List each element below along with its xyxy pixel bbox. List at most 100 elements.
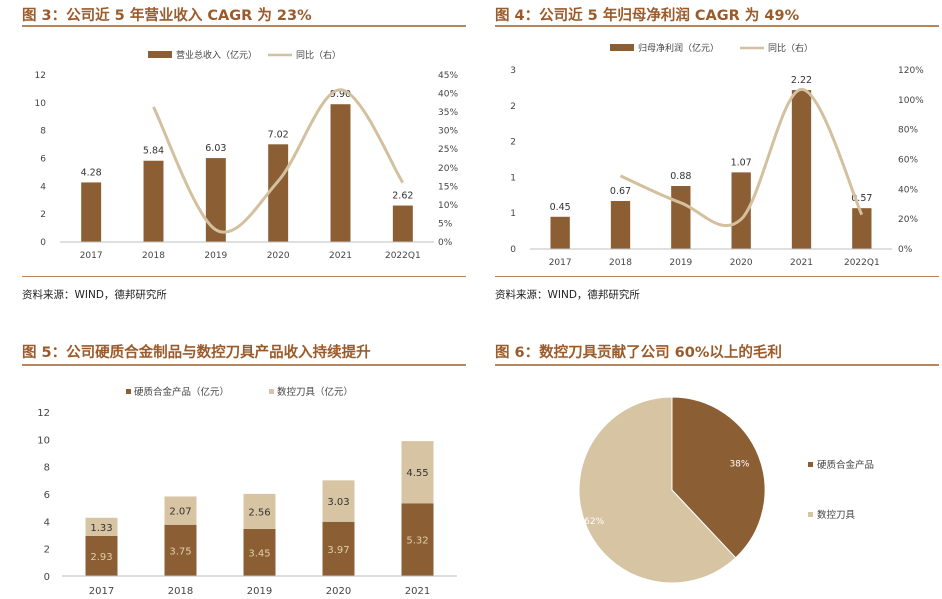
fig3-bar (268, 144, 289, 242)
fig3-bar-label: 7.02 (268, 129, 289, 140)
fig5-value-label-carbide: 3.97 (327, 545, 349, 556)
fig5-value-label-cnc-tools: 1.33 (90, 523, 112, 534)
fig4-y2-tick-label: 80% (898, 126, 918, 136)
fig5-value-label-cnc-tools: 4.55 (406, 468, 428, 479)
fig4-y2-tick-label: 60% (898, 156, 918, 166)
fig5-y-tick-label: 4 (44, 517, 50, 528)
figure-3-title-rule (22, 25, 466, 27)
fig3-legend-label-line: 同比（右） (296, 49, 341, 61)
fig6-legend-swatch (808, 462, 813, 467)
fig4-x-tick-label: 2022Q1 (844, 258, 880, 268)
fig3-y-tick-label: 10 (35, 99, 47, 109)
fig3-y2-tick-label: 45% (438, 71, 458, 81)
figure-3-bottom-rule (22, 276, 466, 277)
fig4-bar-label: 0.57 (851, 193, 872, 204)
fig3-bar (205, 158, 226, 242)
fig5-bar-carbide (401, 503, 434, 576)
fig4-bar-label: 0.88 (670, 171, 691, 182)
fig5-y-tick-label: 2 (44, 545, 50, 556)
fig5-value-label-cnc-tools: 2.56 (248, 507, 270, 518)
figure-3-source: 资料来源：WIND，德邦研究所 (22, 289, 167, 301)
fig4-x-tick-label: 2020 (730, 258, 753, 268)
fig3-y-tick-label: 4 (40, 182, 46, 192)
fig3-y2-tick-label: 40% (438, 90, 458, 100)
fig5-bar-cnc-tools (243, 493, 276, 529)
fig4-y-tick-label: 1 (510, 209, 516, 219)
fig4-bar (671, 185, 691, 249)
fig6-legend-label: 硬质合金产品 (817, 459, 874, 471)
fig5-value-label-carbide: 3.75 (169, 546, 191, 557)
fig4-y-tick-label: 2 (510, 102, 516, 112)
fig4-legend-label-bars: 归母净利润（亿元） (638, 42, 719, 54)
figure-4-title-rule (495, 25, 939, 27)
fig4-bar (550, 216, 570, 249)
fig6-slice-cnc-tools (578, 396, 737, 584)
fig6-legend-swatch (808, 512, 813, 517)
figure-4-title: 图 4：公司近 5 年归母净利润 CAGR 为 49% (495, 8, 800, 24)
fig4-y2-tick-label: 40% (898, 185, 918, 195)
fig5-bar-carbide (164, 524, 197, 576)
fig5-legend-label-carbide: 硬质合金产品（亿元） (134, 386, 229, 398)
fig4-bar-label: 2.22 (791, 75, 812, 86)
fig5-value-label-cnc-tools: 3.03 (327, 497, 349, 508)
fig5-bar-cnc-tools (85, 517, 118, 536)
fig4-y-tick-label: 3 (510, 66, 516, 76)
figure-4-source: 资料来源：WIND，德邦研究所 (495, 289, 640, 301)
fig3-legend-label-bars: 营业总收入（亿元） (176, 49, 257, 61)
fig5-x-tick-label: 2021 (405, 586, 430, 597)
fig5-legend-swatch-carbide (126, 389, 131, 394)
fig5-x-tick-label: 2019 (247, 586, 272, 597)
figure-3-chart: 营业总收入（亿元） 同比（右） 0 2 4 6 8 10 12 0% 5% 10% 15% 20% 25% 3… (35, 49, 459, 261)
fig5-value-label-cnc-tools: 2.07 (169, 507, 191, 518)
fig3-x-tick-label: 2021 (329, 251, 352, 261)
fig3-y-tick-label: 12 (35, 71, 46, 81)
fig4-bar-label: 0.67 (610, 186, 631, 197)
fig5-y-tick-label: 12 (37, 408, 50, 419)
fig3-y2-tick-label: 0% (438, 238, 453, 248)
fig5-value-label-carbide: 3.45 (248, 548, 270, 559)
fig5-bar-carbide (85, 535, 118, 576)
fig3-x-tick-label: 2022Q1 (385, 251, 421, 261)
fig5-x-tick-label: 2018 (168, 586, 193, 597)
fig4-bar (852, 208, 872, 249)
fig4-y-tick-label: 0 (510, 245, 516, 255)
fig5-bar-carbide (243, 528, 276, 576)
fig6-slice-carbide (671, 396, 766, 559)
figure-5-title: 图 5：公司硬质合金制品与数控刀具产品收入持续提升 (22, 345, 371, 361)
fig5-x-tick-label: 2020 (326, 586, 351, 597)
fig3-y2-tick-label: 30% (438, 127, 458, 137)
fig4-x-tick-label: 2017 (549, 258, 572, 268)
fig4-y-tick-label: 2 (510, 138, 516, 148)
fig4-bar-label: 0.45 (550, 202, 571, 213)
fig3-bar-label: 4.28 (81, 167, 102, 178)
fig3-growth-line (152, 88, 405, 234)
fig5-x-tick-label: 2017 (89, 586, 114, 597)
fig3-bar (81, 182, 102, 242)
fig3-y-tick-label: 8 (40, 127, 46, 137)
fig3-y-tick-label: 2 (40, 210, 46, 220)
fig5-y-tick-label: 8 (44, 463, 50, 474)
fig3-bar-label: 9.90 (330, 89, 351, 100)
fig4-y2-tick-label: 20% (898, 215, 918, 225)
fig3-y2-tick-label: 35% (438, 108, 458, 118)
fig4-bar (791, 90, 812, 249)
fig3-bar-label: 2.62 (392, 191, 413, 202)
figure-6-title-rule (495, 364, 939, 366)
fig3-bar-label: 6.03 (205, 143, 226, 154)
fig3-bar (143, 160, 164, 242)
fig5-bar-cnc-tools (401, 441, 434, 504)
fig3-x-tick-label: 2019 (204, 251, 227, 261)
fig5-y-tick-label: 6 (44, 490, 50, 501)
fig3-x-tick-label: 2020 (267, 251, 290, 261)
fig4-x-tick-label: 2019 (669, 258, 692, 268)
fig5-legend-label-cnc-tools: 数控刀具（亿元） (277, 386, 353, 398)
fig3-y2-tick-label: 10% (438, 201, 458, 211)
fig4-bar (610, 201, 631, 249)
fig5-bar-carbide (322, 521, 355, 576)
figure-4-chart: 归母净利润（亿元） 同比（右） 0 1 1 2 2 3 0% 20% 40% 60% 80% 100% 12… (510, 42, 924, 268)
fig4-bar-label: 1.07 (731, 157, 752, 168)
fig5-y-tick-label: 10 (37, 435, 50, 446)
fig4-y-tick-label: 1 (510, 173, 516, 183)
fig3-y2-tick-label: 15% (438, 182, 458, 192)
